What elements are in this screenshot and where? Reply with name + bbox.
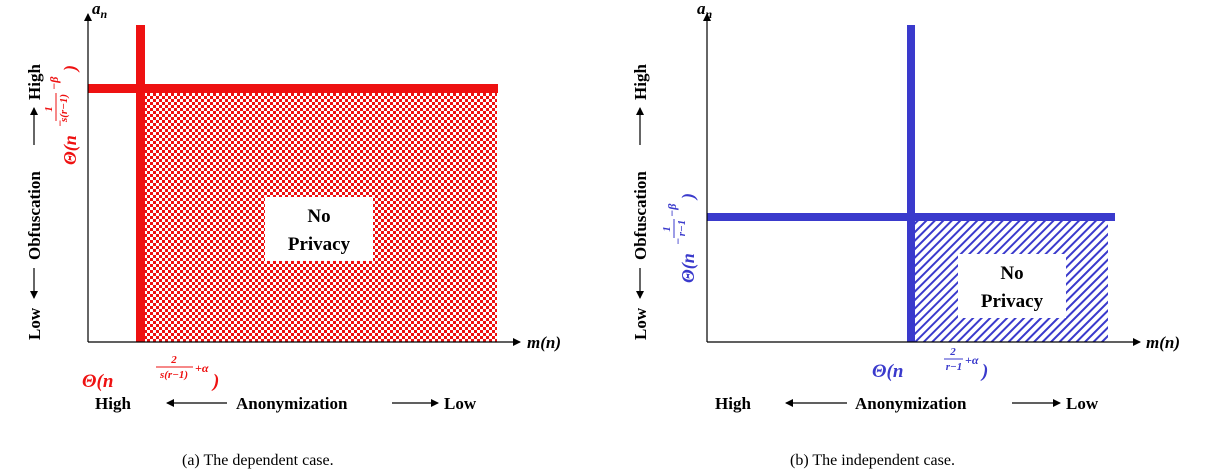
svg-text:s(r−1): s(r−1): [58, 94, 70, 123]
region-label-box: [265, 197, 373, 261]
svg-text:): ): [211, 371, 219, 392]
x-threshold-formula: Θ(n 2 r−1 +α ): [872, 346, 988, 382]
svg-text:+α: +α: [965, 353, 979, 367]
region-label-line-2: Privacy: [288, 234, 351, 255]
svg-text:Obfuscation: Obfuscation: [25, 171, 44, 260]
svg-text:): ): [678, 193, 699, 201]
x-threshold-line: [907, 25, 915, 342]
y-threshold-formula: Θ(n − 1 r−1 −β ): [661, 193, 699, 283]
svg-text:): ): [60, 65, 81, 73]
svg-text:Θ(n: Θ(n: [872, 361, 903, 382]
caption: (a) The dependent case.: [182, 452, 334, 469]
svg-text:−: −: [53, 120, 67, 127]
panel-dependent: an m(n) No Privacy Θ(n − 1 s(r−1) −β ) L…: [25, 0, 561, 469]
svg-text:Low: Low: [444, 394, 477, 413]
y-threshold-line: [707, 213, 1115, 221]
svg-text:Anonymization: Anonymization: [855, 394, 967, 413]
svg-text:High: High: [95, 394, 131, 413]
x-threshold-formula: Θ(n 2 s(r−1) +α ): [82, 354, 219, 392]
x-axis-label: m(n): [1146, 333, 1180, 352]
x-axis-label: m(n): [527, 333, 561, 352]
svg-text:−: −: [671, 238, 685, 245]
svg-text:Low: Low: [631, 307, 650, 340]
svg-text:Low: Low: [1066, 394, 1099, 413]
svg-text:High: High: [715, 394, 751, 413]
svg-text:r−1: r−1: [946, 361, 962, 373]
y-scale-labels: Low Obfuscation High: [631, 64, 650, 340]
svg-text:Θ(n: Θ(n: [678, 253, 699, 283]
region-label-box: [958, 254, 1066, 318]
y-threshold-line: [88, 84, 498, 93]
svg-text:Θ(n: Θ(n: [60, 135, 81, 165]
caption: (b) The independent case.: [790, 452, 955, 469]
svg-text:s(r−1): s(r−1): [159, 369, 188, 381]
svg-text:1: 1: [43, 106, 55, 112]
svg-text:High: High: [631, 64, 650, 100]
panel-independent: an m(n) No Privacy Θ(n − 1 r−1 −β ) Low …: [631, 0, 1180, 469]
y-axis-label: an: [92, 0, 108, 21]
svg-text:r−1: r−1: [676, 220, 688, 236]
svg-text:2: 2: [949, 346, 956, 358]
svg-text:+α: +α: [195, 361, 209, 375]
svg-text:High: High: [25, 64, 44, 100]
svg-text:): ): [980, 361, 988, 382]
x-threshold-line: [136, 25, 145, 342]
y-scale-labels: Low Obfuscation High: [25, 64, 44, 340]
region-label-line-2: Privacy: [981, 291, 1044, 312]
x-scale-labels: High Anonymization Low: [715, 394, 1099, 413]
svg-text:−β: −β: [665, 203, 679, 217]
y-threshold-formula: Θ(n − 1 s(r−1) −β ): [43, 65, 81, 165]
region-label-line-1: No: [307, 206, 330, 227]
svg-text:Obfuscation: Obfuscation: [631, 171, 650, 260]
x-scale-labels: High Anonymization Low: [95, 394, 477, 413]
svg-text:−β: −β: [47, 76, 61, 90]
region-label-line-1: No: [1000, 263, 1023, 284]
svg-text:Anonymization: Anonymization: [236, 394, 348, 413]
svg-text:Θ(n: Θ(n: [82, 371, 113, 392]
svg-text:1: 1: [661, 226, 673, 232]
svg-text:2: 2: [170, 354, 177, 366]
svg-text:Low: Low: [25, 307, 44, 340]
y-axis-label: an: [697, 0, 713, 21]
